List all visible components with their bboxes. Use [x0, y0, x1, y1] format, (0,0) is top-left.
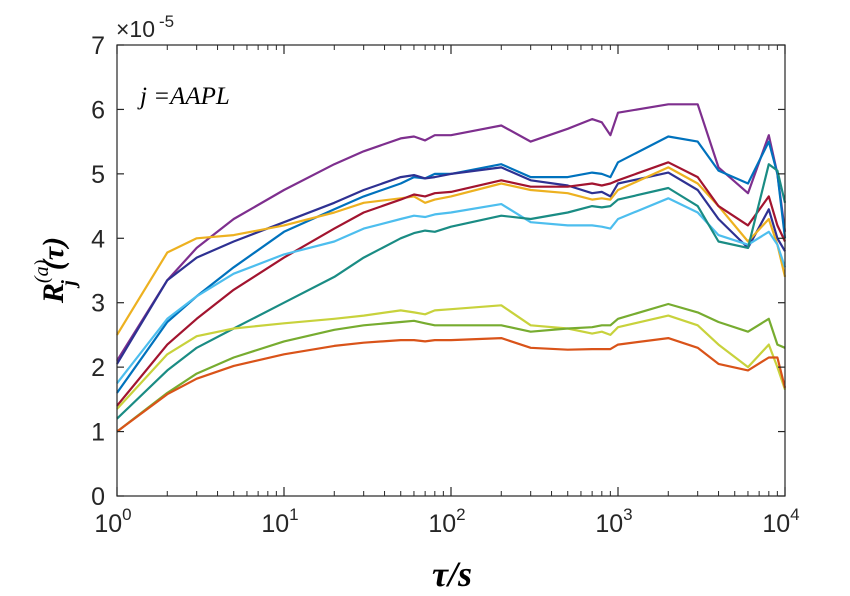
- series-line-6: [116, 197, 787, 384]
- y-axis-title-arg: (τ): [37, 237, 70, 270]
- series-line-2: [116, 135, 787, 394]
- y-tick-label-0: 0: [91, 483, 105, 511]
- series-line-3: [116, 166, 786, 365]
- series-line-10: [116, 337, 787, 433]
- y-tick-label-1: 1: [91, 419, 105, 447]
- x-axis-title: τ/s: [432, 554, 472, 594]
- x-tick-label-1000: 103: [595, 505, 632, 538]
- exponent-base: ×10: [116, 16, 155, 42]
- y-tick-label-7: 7: [91, 32, 105, 60]
- y-axis-title-main: R: [37, 283, 70, 304]
- y-axis-title-sup: (a): [31, 259, 53, 283]
- y-axis-title-sub: j: [58, 280, 80, 289]
- annotation-label: j =AAPL: [137, 83, 230, 110]
- y-tick-label-6: 6: [91, 96, 105, 124]
- exponent-multiplier: ×10 -5: [116, 12, 174, 42]
- exponent-power: -5: [159, 12, 174, 31]
- y-tick-label-2: 2: [91, 354, 105, 382]
- annotation-text: j =AAPL: [137, 83, 230, 110]
- labels-layer: 0 1 2 3 4 5 6 7 100 101 102 103 104: [91, 32, 800, 538]
- x-tick-label-10: 101: [261, 505, 298, 538]
- ticks-layer: [116, 44, 786, 497]
- series-line-9: [116, 302, 786, 433]
- x-tick-label-1: 100: [94, 505, 131, 538]
- y-tick-label-3: 3: [91, 290, 105, 318]
- x-tick-label-100: 102: [428, 505, 465, 538]
- svg-text:R(a)j(τ): R(a) j (τ): [31, 237, 80, 304]
- series-line-1: [116, 103, 787, 362]
- y-tick-label-4: 4: [91, 225, 105, 253]
- y-axis-title: R(a) j (τ): [31, 237, 80, 304]
- y-tick-label-5: 5: [91, 161, 105, 189]
- series-line-7: [116, 163, 787, 420]
- x-tick-label-10000: 104: [762, 505, 799, 538]
- series-line-8: [116, 304, 787, 410]
- plot-frame: [116, 44, 786, 497]
- series-layer: [116, 103, 787, 433]
